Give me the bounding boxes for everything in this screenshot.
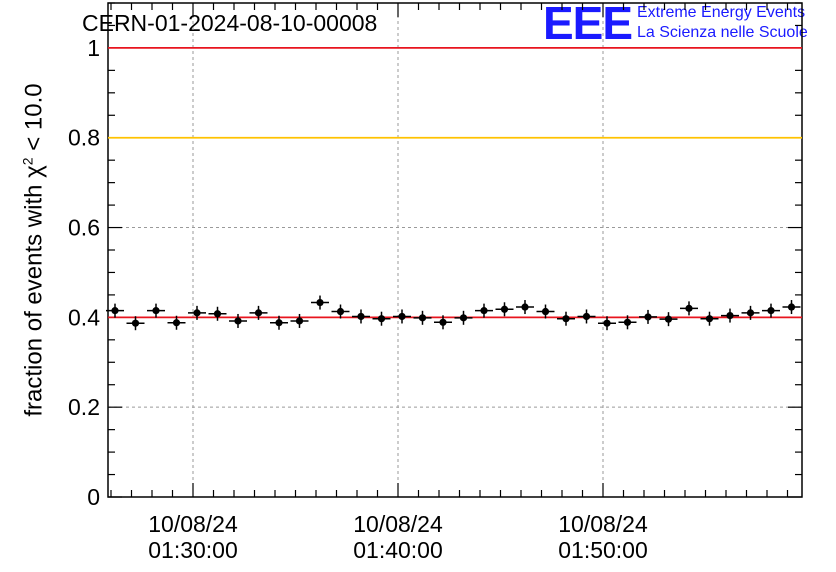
data-point (377, 315, 386, 323)
y-tick-label: 0.6 (68, 215, 100, 241)
data-point (152, 307, 160, 315)
data-point (582, 312, 591, 321)
y-tick-label: 0.2 (68, 394, 100, 420)
x-tick-label-date: 10/08/24 (148, 511, 238, 537)
logo-caption: Extreme Energy Events La Scienza nelle S… (637, 3, 808, 43)
data-point (213, 310, 222, 318)
x-tick-label-time: 01:50:00 (558, 537, 648, 563)
data-point (787, 303, 796, 311)
data-point (418, 314, 427, 322)
data-point (172, 319, 181, 327)
data-point (193, 309, 201, 317)
data-point (254, 309, 263, 317)
data-point (746, 309, 755, 317)
data-point (767, 307, 775, 315)
data-point (295, 317, 304, 325)
y-tick-label: 0.4 (68, 304, 100, 330)
data-point (521, 303, 529, 311)
y-tick-label: 0 (87, 484, 100, 510)
x-tick-label-date: 10/08/24 (558, 511, 648, 537)
logo-caption-line2: La Scienza nelle Scuole (637, 24, 808, 41)
data-point (439, 318, 447, 326)
data-point (398, 312, 406, 321)
data-point (603, 319, 611, 327)
data-point (131, 319, 140, 327)
data-point (644, 313, 652, 321)
data-point (111, 307, 119, 315)
x-tick-label-time: 01:30:00 (148, 537, 238, 563)
y-tick-label: 0.8 (68, 125, 100, 151)
data-point (459, 314, 468, 322)
x-tick-label-date: 10/08/24 (353, 511, 443, 537)
data-point (541, 307, 550, 316)
data-point (234, 317, 242, 325)
logo-caption-line1: Extreme Energy Events (637, 4, 806, 21)
y-tick-label: 1 (87, 35, 100, 61)
x-tick-label-time: 01:40:00 (353, 537, 443, 563)
data-point (664, 315, 673, 323)
eee-logo: EEE (543, 0, 633, 49)
plot-frame (107, 2, 803, 498)
data-point (562, 315, 570, 323)
run-id-title: CERN-01-2024-08-10-00008 (82, 10, 378, 36)
data-point (357, 312, 365, 321)
data-point (316, 298, 324, 307)
data-point (623, 318, 632, 326)
data-point (275, 319, 283, 327)
data-point (500, 305, 509, 313)
data-point (336, 307, 345, 316)
data-point (685, 304, 693, 312)
data-point (726, 311, 734, 320)
data-point (480, 307, 488, 315)
data-point (705, 315, 714, 323)
